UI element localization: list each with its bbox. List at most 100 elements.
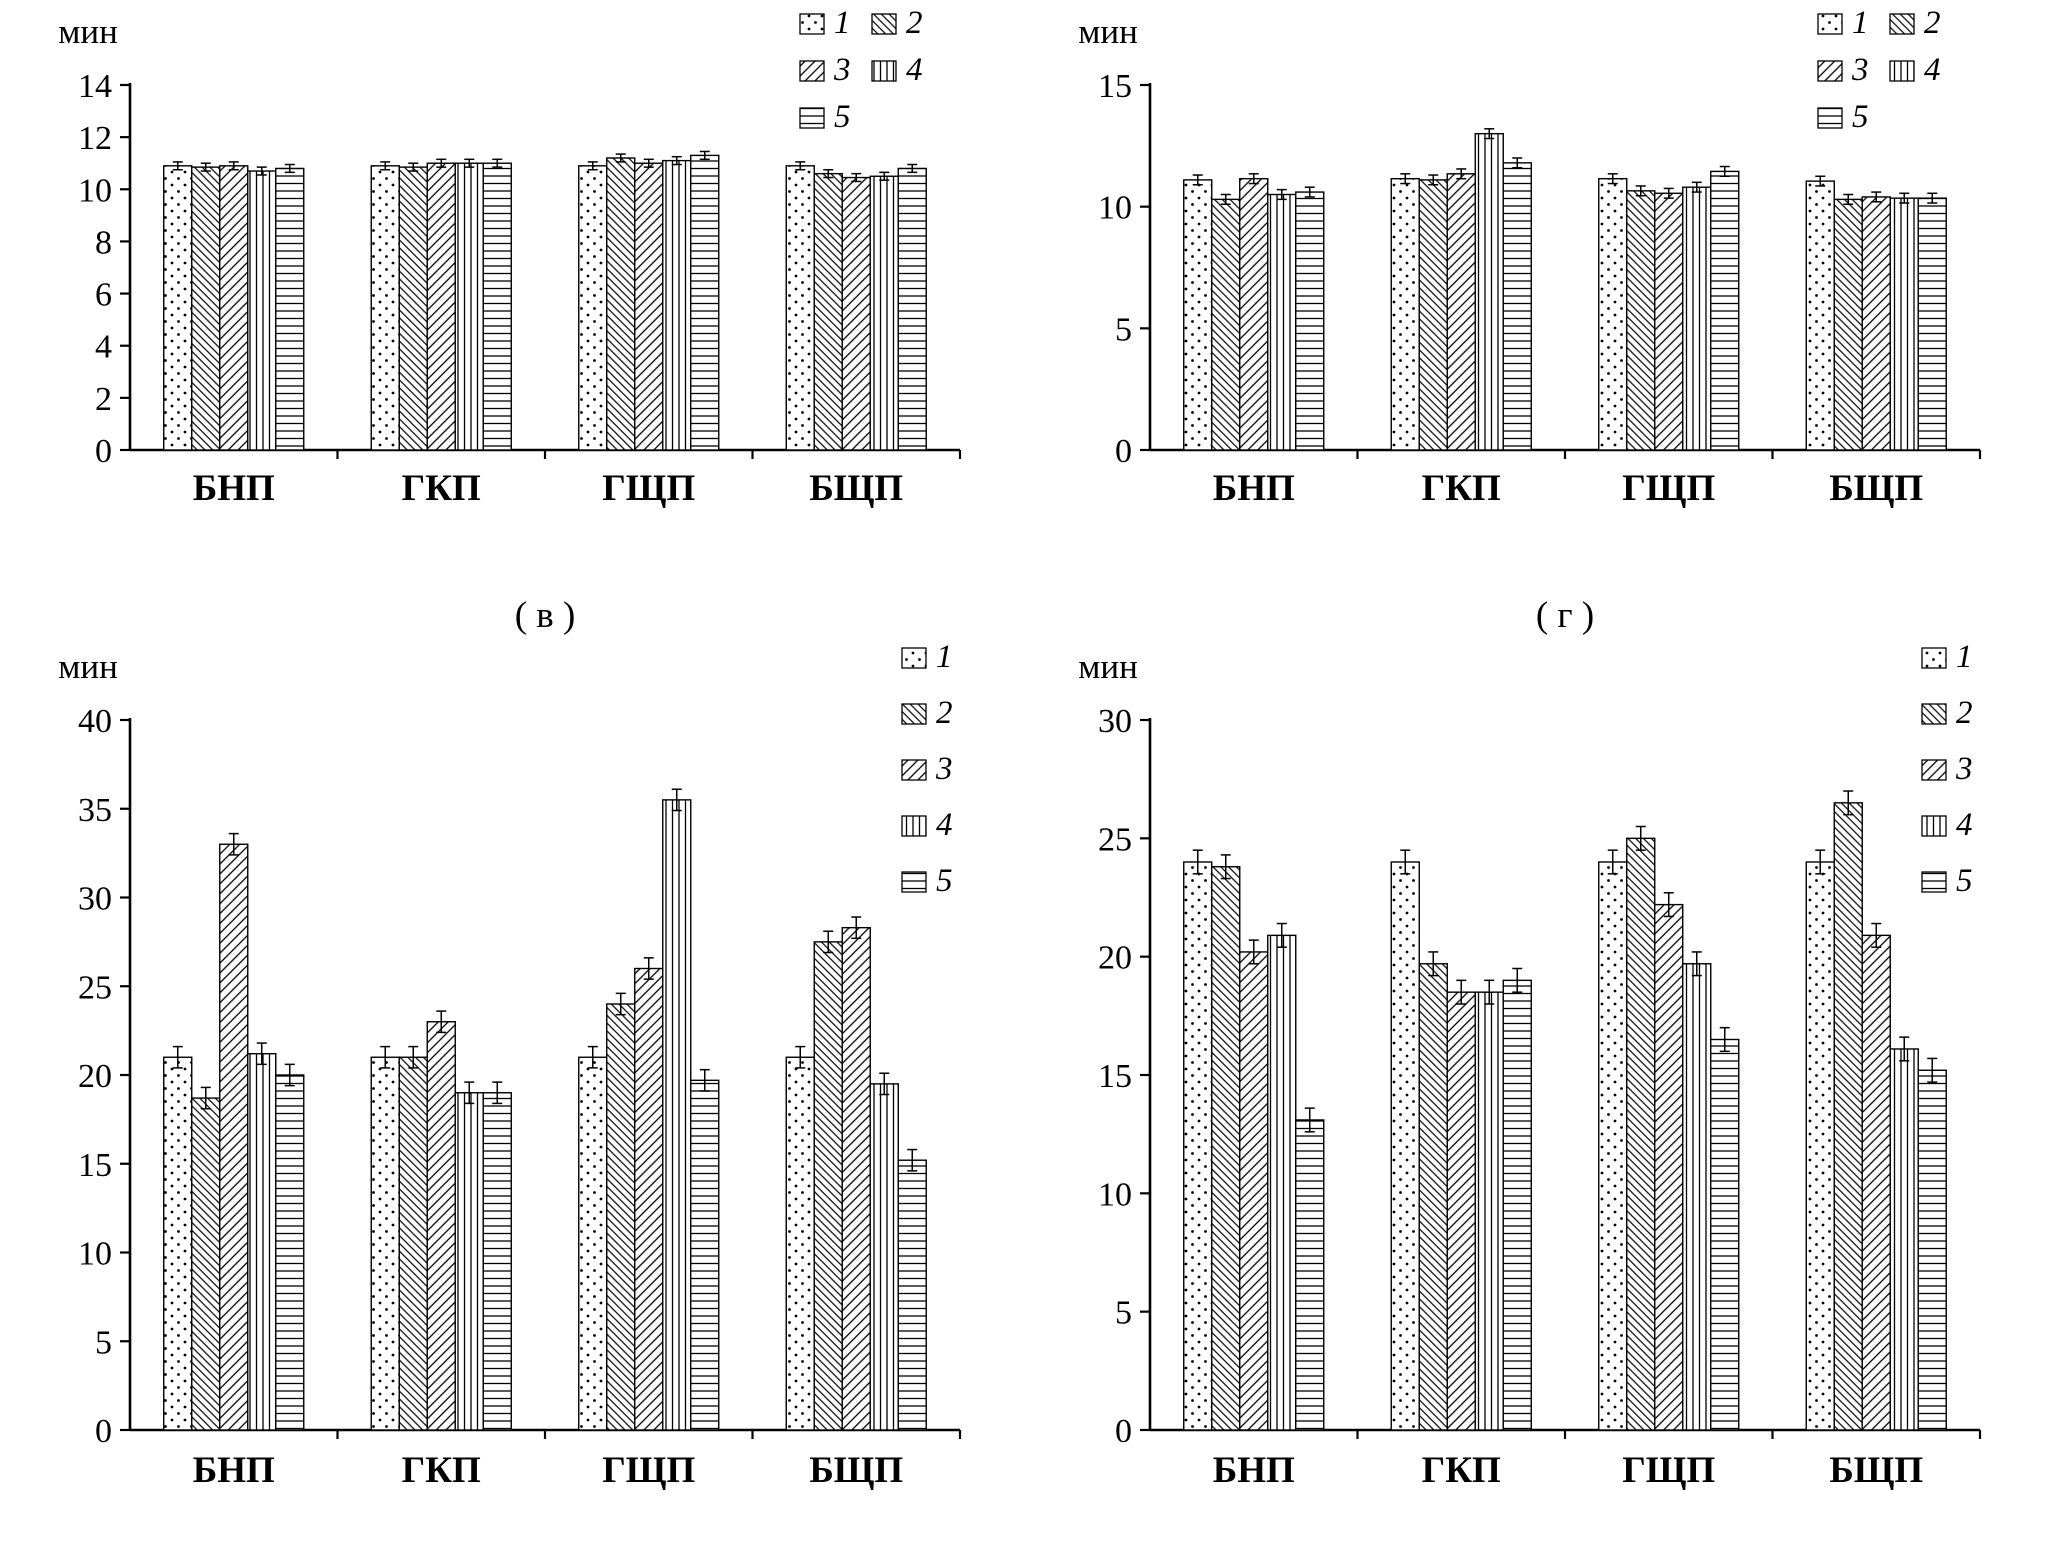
bar-a-БНП-s2 xyxy=(191,166,221,451)
bar-g-БЩП-s3 xyxy=(1861,934,1891,1431)
bar-g-БНП-s3 xyxy=(1239,951,1269,1431)
bar-b-ГКП-s3 xyxy=(1446,173,1476,451)
category-label: ГЩП xyxy=(1622,468,1715,509)
bar-g-ГКП-s1 xyxy=(1390,861,1420,1431)
bar-a-БНП-s3 xyxy=(219,165,249,451)
bar-a-ГЩП-s1 xyxy=(578,165,608,451)
legend-swatch xyxy=(1921,815,1947,837)
bar-v-БЩП-s2 xyxy=(813,941,843,1431)
legend-label: 1 xyxy=(1852,5,1869,41)
bar-v-БЩП-s5 xyxy=(897,1159,927,1431)
legend-item-1: 1 xyxy=(799,5,851,41)
bar-a-БНП-s5 xyxy=(275,167,305,451)
bar-b-ГКП-s5 xyxy=(1502,162,1532,451)
bar-v-ГЩП-s1 xyxy=(578,1056,608,1431)
legend-label: 2 xyxy=(936,695,953,731)
y-tick-label: 15 xyxy=(1098,1058,1132,1095)
legend-swatch xyxy=(1921,703,1947,725)
bar-a-БЩП-s5 xyxy=(897,167,927,451)
bar-g-БЩП-s2 xyxy=(1833,802,1863,1431)
category-label: ГКП xyxy=(1422,468,1501,509)
bar-v-БЩП-s1 xyxy=(785,1056,815,1431)
category-label: БЩП xyxy=(1829,1450,1923,1491)
bar-b-БЩП-s5 xyxy=(1917,197,1947,451)
legend-swatch xyxy=(799,107,825,129)
legend-swatch xyxy=(1817,13,1843,35)
y-tick-label: 8 xyxy=(95,224,112,261)
bar-v-БНП-s3 xyxy=(219,843,249,1431)
bar-a-ГКП-s4 xyxy=(454,162,484,451)
legend-swatch xyxy=(1921,759,1947,781)
bar-g-ГКП-s5 xyxy=(1502,979,1532,1431)
y-tick-label: 14 xyxy=(78,68,112,105)
legend-label: 1 xyxy=(936,639,953,675)
y-tick-label: 6 xyxy=(95,277,112,314)
bar-g-ГЩП-s2 xyxy=(1626,837,1656,1431)
bar-g-БНП-s4 xyxy=(1267,934,1297,1431)
y-tick-label: 20 xyxy=(78,1058,112,1095)
category-label: ГКП xyxy=(1422,1450,1501,1491)
legend-swatch xyxy=(1817,107,1843,129)
bar-v-ГЩП-s3 xyxy=(634,967,664,1431)
y-tick-label: 4 xyxy=(95,329,112,366)
legend-item-2: 2 xyxy=(1921,695,1973,731)
y-axis-title: мин xyxy=(1078,647,1138,686)
legend-item-5: 5 xyxy=(1817,99,1869,135)
legend-swatch xyxy=(901,871,927,893)
legend-item-4: 4 xyxy=(1921,807,1973,843)
category-label: БНП xyxy=(1213,468,1295,509)
bar-v-ГКП-s4 xyxy=(454,1092,484,1431)
bar-b-БНП-s3 xyxy=(1239,177,1269,451)
chart-g: 0 5 10 15 20 25 30 мин БНП ГКП ГЩП БЩП 1 2 3 4 5 xyxy=(1078,639,1982,1491)
y-tick-label: 20 xyxy=(1098,940,1132,977)
caption-v: ( в ) xyxy=(514,595,576,636)
category-label: БЩП xyxy=(1829,468,1923,509)
bar-a-ГКП-s3 xyxy=(426,162,456,451)
legend-label: 4 xyxy=(906,52,923,88)
y-tick-label: 0 xyxy=(95,433,112,470)
bar-a-БЩП-s1 xyxy=(785,165,815,451)
y-tick-label: 2 xyxy=(95,381,112,418)
y-tick-label: 25 xyxy=(1098,821,1132,858)
legend-label: 4 xyxy=(936,807,953,843)
legend-item-5: 5 xyxy=(1921,863,1973,899)
legend-swatch xyxy=(901,647,927,669)
bar-b-БЩП-s4 xyxy=(1889,197,1919,451)
bar-g-БЩП-s4 xyxy=(1889,1048,1919,1431)
y-tick-label: 10 xyxy=(1098,190,1132,227)
bar-v-БЩП-s4 xyxy=(869,1083,899,1431)
y-axis-title: мин xyxy=(58,647,118,686)
legend-label: 2 xyxy=(1924,5,1941,41)
bar-v-ГКП-s5 xyxy=(482,1092,512,1431)
bar-a-ГЩП-s5 xyxy=(690,154,720,451)
bar-g-ГЩП-s1 xyxy=(1598,861,1628,1431)
bar-g-БНП-s5 xyxy=(1295,1119,1325,1431)
bar-a-ГЩП-s3 xyxy=(634,162,664,451)
chart-v: 0 5 10 15 20 25 30 35 40 мин БНП ГКП ГЩП БЩП 1 2 3 4 5 xyxy=(58,639,962,1491)
chart-b: 0 5 10 15 мин БНП ГКП ГЩП БЩП 1 2 3 4 5 xyxy=(1078,5,1982,509)
legend-item-4: 4 xyxy=(871,52,923,88)
legend-item-3: 3 xyxy=(901,751,953,787)
bar-v-БЩП-s3 xyxy=(841,926,871,1431)
category-label: БЩП xyxy=(809,468,903,509)
category-label: ГЩП xyxy=(602,1450,695,1491)
bar-g-БЩП-s5 xyxy=(1917,1069,1947,1431)
bar-v-БНП-s2 xyxy=(191,1097,221,1431)
legend-item-3: 3 xyxy=(799,52,851,88)
bar-b-БЩП-s2 xyxy=(1833,198,1863,451)
y-tick-label: 5 xyxy=(1115,311,1132,348)
legend-label: 3 xyxy=(1851,52,1869,88)
bar-g-ГЩП-s3 xyxy=(1654,903,1684,1431)
bar-v-ГЩП-s2 xyxy=(606,1003,636,1431)
legend-item-3: 3 xyxy=(1817,52,1869,88)
legend-swatch xyxy=(799,60,825,82)
caption-g: ( г ) xyxy=(1535,595,1595,636)
bar-a-ГКП-s1 xyxy=(370,165,400,451)
bar-b-ГЩП-s4 xyxy=(1682,186,1712,451)
bar-g-ГКП-s4 xyxy=(1474,991,1504,1431)
bar-b-ГЩП-s2 xyxy=(1626,190,1656,451)
bar-v-БНП-s4 xyxy=(247,1052,277,1431)
bar-g-БНП-s2 xyxy=(1211,866,1241,1431)
y-tick-label: 10 xyxy=(78,1236,112,1273)
